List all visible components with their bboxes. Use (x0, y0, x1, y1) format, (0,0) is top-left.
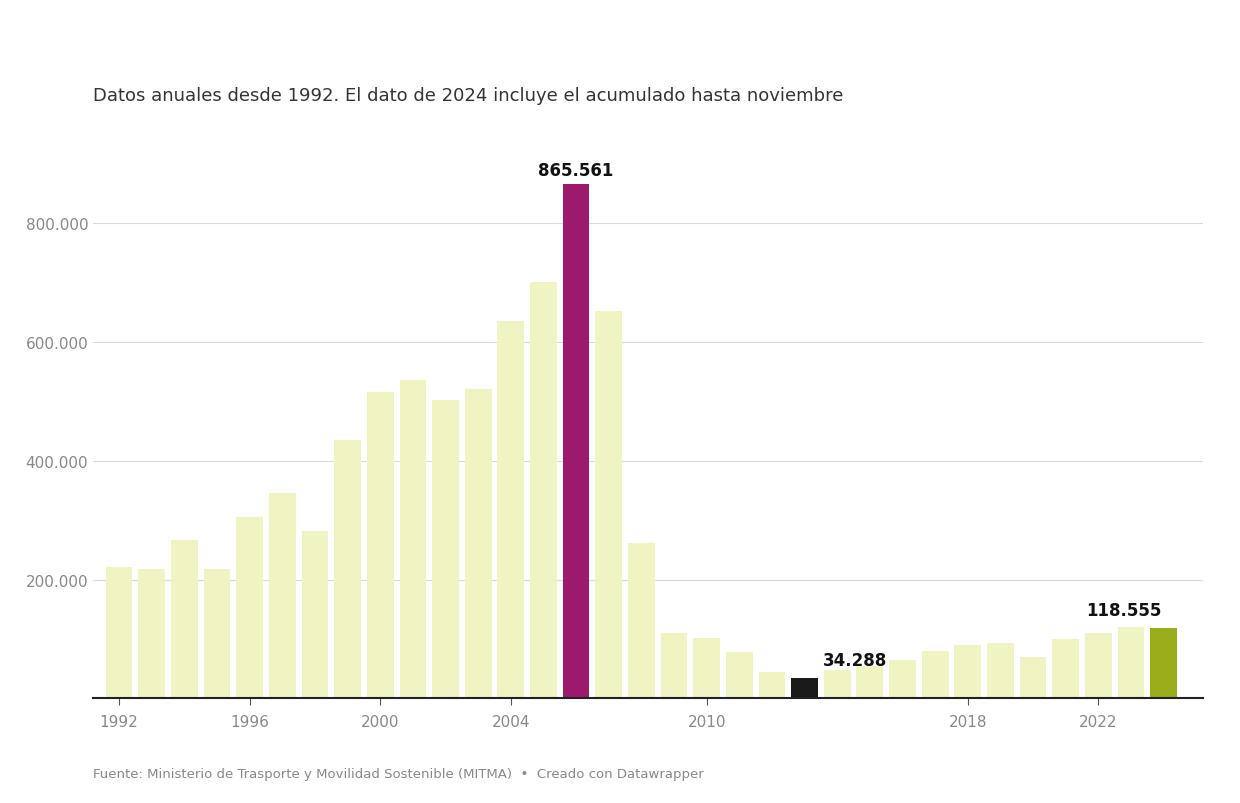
Bar (139, 569, 165, 699)
Bar (791, 679, 818, 699)
Bar (269, 494, 295, 699)
Bar (661, 634, 687, 699)
Bar (955, 645, 981, 699)
Bar (563, 185, 589, 699)
Bar (171, 540, 197, 699)
Bar (529, 283, 557, 699)
Bar (987, 643, 1014, 699)
Bar (367, 393, 393, 699)
Bar (759, 672, 785, 699)
Text: Fuente: Ministerio de Trasporte y Movilidad Sostenible (MITMA)  •  Creado con Da: Fuente: Ministerio de Trasporte y Movili… (93, 768, 704, 781)
Bar (1117, 627, 1145, 699)
Text: 34.288: 34.288 (822, 651, 887, 670)
Bar (335, 440, 361, 699)
Bar (823, 670, 851, 699)
Bar (301, 531, 329, 699)
Bar (627, 543, 655, 699)
Bar (857, 666, 883, 699)
Bar (1019, 657, 1047, 699)
Bar (693, 638, 720, 699)
Bar (921, 651, 949, 699)
Bar (237, 517, 263, 699)
Bar (399, 381, 427, 699)
Bar (1053, 639, 1079, 699)
Bar (889, 661, 916, 699)
Bar (1085, 634, 1112, 699)
Text: Datos anuales desde 1992. El dato de 2024 incluye el acumulado hasta noviembre: Datos anuales desde 1992. El dato de 202… (93, 87, 843, 104)
Bar (203, 569, 231, 699)
Bar (497, 321, 525, 699)
Bar (725, 652, 753, 699)
Bar (1151, 628, 1177, 699)
Text: 118.555: 118.555 (1086, 601, 1162, 619)
Bar (465, 389, 491, 699)
Text: 865.561: 865.561 (538, 162, 614, 180)
Bar (595, 312, 622, 699)
Bar (433, 401, 459, 699)
Bar (105, 568, 133, 699)
